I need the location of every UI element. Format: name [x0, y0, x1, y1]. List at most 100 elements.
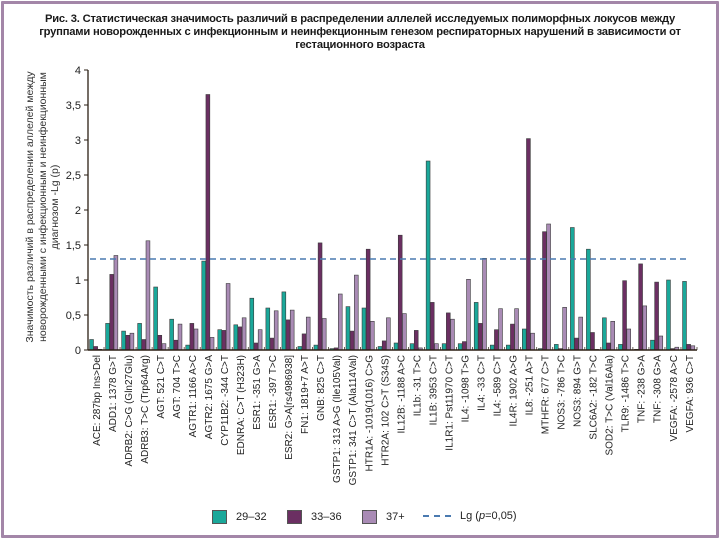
x-tick-label: GNB: 825 C>T [316, 355, 327, 421]
x-tick-label: IL12B: -1188 A>C [396, 355, 407, 433]
bar-29-32 [618, 344, 623, 351]
bar-33-36 [510, 323, 515, 351]
x-tick-label: HTR2A: 102 C>T (S34S) [380, 355, 391, 466]
bar-33-36 [494, 329, 499, 351]
bar-37plus [305, 316, 311, 351]
x-tick-label: IL1R1: Pst11970 C>T [444, 355, 455, 451]
legend-label-threshold: Lg (p=0,05) [460, 510, 517, 522]
bar-29-32 [89, 339, 94, 351]
y-ticks-group: 0 0,5 1 1,5 2 2,5 3 3,5 4 [66, 65, 88, 357]
bar-37plus [402, 313, 407, 351]
bar-37plus [241, 317, 247, 351]
x-tick-label: GSTP1: 313 A>G (Ile105Val) [332, 355, 343, 483]
x-tick-label: EDNRA: C>T (H323H) [236, 355, 247, 455]
x-tick-label: TNF: -238 G>A [637, 355, 648, 423]
bar-29-32 [586, 248, 591, 351]
x-tick-label: ESR2: G>A[rs4986938] [284, 355, 295, 460]
bar-33-36 [141, 339, 147, 351]
bar-29-32 [169, 318, 174, 351]
bar-37plus [321, 318, 327, 351]
bar-33-36 [397, 234, 403, 351]
bar-29-32 [425, 160, 431, 351]
x-tick-label: IL8: -251 A>T [525, 355, 536, 415]
x-tick-label: NOS3: -786 T>C [557, 355, 568, 430]
bar-37plus [386, 317, 391, 351]
bar-37plus [145, 240, 151, 351]
bar-29-32 [650, 339, 655, 351]
bar-33-36 [606, 342, 611, 351]
bar-37plus [354, 274, 359, 351]
bar-37plus [434, 343, 439, 351]
bar-29-32 [682, 281, 687, 351]
bar-37plus [161, 343, 167, 351]
bar-33-36 [590, 332, 595, 351]
bar-29-32 [281, 291, 287, 351]
bar-33-36 [109, 274, 114, 351]
x-tick-label: NOS3: 894 G>T [573, 355, 584, 427]
bar-33-36 [349, 330, 355, 351]
legend-item-threshold: Lg (p=0,05) [423, 510, 517, 522]
legend-swatch-37plus [362, 510, 377, 524]
bar-33-36 [157, 334, 163, 351]
bar-33-36 [301, 333, 307, 351]
legend-item-33-36: 33–36 [287, 510, 342, 524]
x-tick-labels-group: ACE: 287bp Ins>Del ADD1: 1378 G>T ADRB2: C… [92, 355, 696, 486]
bar-37plus [257, 329, 263, 351]
bar-29-32 [153, 286, 158, 351]
bar-29-32 [265, 307, 271, 351]
x-tick-label: SOD2: T>C (Val16Ala) [605, 355, 616, 456]
x-tick-label: ESR1: -397 T>C [268, 355, 279, 428]
bar-37plus [498, 308, 503, 351]
bar-33-36 [189, 323, 195, 351]
bar-37plus [482, 257, 487, 351]
x-tick-label: IL1B: 3953 C>T [428, 355, 439, 425]
bar-37plus [562, 306, 567, 351]
bar-37plus [626, 328, 631, 351]
bar-33-36 [638, 263, 643, 351]
bar-33-36 [462, 341, 467, 351]
y-tick-label: 0 [75, 345, 81, 357]
bar-29-32 [137, 323, 142, 351]
bar-37plus [370, 320, 375, 351]
x-tick-label: SLC6A2: -182 T>C [589, 355, 600, 440]
bar-33-36 [125, 334, 130, 351]
y-tick-label: 2 [75, 205, 81, 217]
bar-33-36 [221, 330, 227, 351]
x-tick-label: AGT: 521 C>T [156, 355, 167, 419]
legend-dash-threshold [423, 515, 451, 517]
bar-29-32 [457, 343, 463, 351]
y-tick-label: 4 [75, 65, 81, 77]
x-tick-label: TNF: -308 G>A [653, 355, 664, 423]
bar-33-36 [413, 330, 419, 351]
legend-swatch-29-32 [212, 510, 227, 524]
bar-29-32 [361, 307, 367, 351]
bar-29-32 [570, 227, 575, 351]
bar-33-36 [205, 94, 211, 351]
bar-33-36 [253, 342, 259, 351]
x-tick-label: HTR1A: -1019(1016) C>G [364, 355, 375, 472]
bar-37plus [193, 328, 199, 351]
bar-29-32 [249, 297, 255, 351]
bar-33-36 [542, 231, 547, 351]
bar-29-32 [393, 342, 399, 351]
x-tick-label: ADRB2: C>G (Gln27Glu) [124, 355, 135, 466]
bar-33-36 [622, 280, 627, 351]
y-tick-label: 3,5 [66, 100, 81, 112]
bar-33-36 [285, 319, 291, 351]
bar-29-32 [409, 343, 415, 351]
y-tick-label: 3 [75, 135, 81, 147]
x-tick-label: GSTP1: 341 C>T (Ala114Val) [348, 355, 359, 485]
legend: 29–32 33–36 37+ Lg (p=0,05) [0, 510, 720, 530]
bar-37plus [642, 305, 648, 351]
x-tick-label: MTHFR: 677 C>T [541, 355, 552, 434]
bar-33-36 [574, 337, 579, 351]
bar-29-32 [666, 279, 671, 351]
legend-label-29-32: 29–32 [236, 511, 267, 523]
chart-title: Рис. 3. Статистическая значимость различ… [39, 13, 681, 51]
bar-33-36 [526, 138, 531, 351]
bar-37plus [289, 309, 295, 351]
bar-29-32 [121, 330, 126, 351]
bar-33-36 [430, 302, 435, 351]
bar-33-36 [269, 337, 275, 351]
